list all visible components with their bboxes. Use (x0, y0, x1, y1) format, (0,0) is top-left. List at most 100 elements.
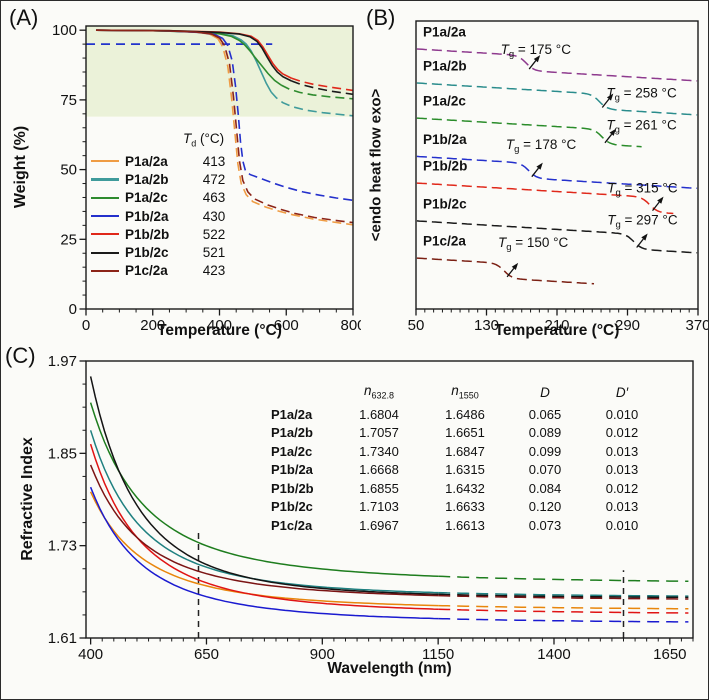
legend-item-P1c/2a: P1c/2a 423 (91, 262, 239, 280)
legend-swatch (91, 160, 119, 163)
x-tick-label: 900 (310, 646, 335, 663)
legend-label: P1b/2a (271, 462, 313, 478)
legend-label: P1a/2b (271, 425, 313, 441)
d-value: 0.084 (528, 480, 562, 496)
dprime-value: 0.012 (605, 480, 639, 496)
curve-P1a/2c-dashed (438, 575, 689, 583)
legend-item-P1a/2a: P1a/2a 413 (91, 152, 239, 170)
curve-P1c/2a (95, 29, 220, 39)
curve-P1c/2a (89, 464, 439, 597)
x-axis: 50 130 210 290 370 (408, 309, 709, 334)
curve-label-P1a/2c: P1a/2c (423, 94, 466, 109)
legend-swatch (91, 196, 119, 199)
panel-b-x-axis-title: Temperature (°C) (494, 322, 620, 339)
n1550-value: 1.6315 (445, 462, 485, 478)
curve-P1a/2b (416, 82, 698, 116)
legend-label: P1a/2c (125, 190, 168, 206)
x-tick-label: 1400 (537, 646, 570, 663)
legend-label: P1c/2a (125, 263, 168, 279)
x-axis: 0 200 400 600 800 (82, 309, 361, 334)
curve-P1b/2c (95, 29, 292, 82)
tg-annotation-P1a/2a: Tg = 175 °C (501, 42, 572, 60)
legend-td-value: 472 (202, 171, 226, 187)
panel-b-dsc: P1a/2a Tg = 175 °C P1a/2b Tg = 258 °C P1a/2c… (361, 1, 709, 341)
curve-label-P1a/2a: P1a/2a (423, 25, 466, 40)
curve-label-P1a/2b: P1a/2b (423, 59, 467, 74)
n632-value: 1.7340 (359, 443, 399, 459)
tg-arrowhead-P1a/2a (533, 55, 541, 63)
legend-label: P1a/2a (125, 153, 168, 169)
legend-td-value: 423 (202, 263, 226, 279)
curve-label-P1b/2c: P1b/2c (423, 196, 467, 211)
panel-a-tga: 0 200 400 600 800 0 25 50 75 100 (A) Weight (%) T… (1, 1, 361, 341)
panel-c-plot: 400 650 900 1150 1400 1650 1.61 1.73 1.85 1.97 (48, 353, 694, 663)
curve-P1b/2c (89, 376, 439, 596)
legend-header: Td (°C) (183, 131, 225, 149)
curve-P1a/2a-dashed (438, 604, 689, 610)
curve-P1a/2c (416, 117, 642, 148)
curve-P1c/2a-dashed (218, 37, 354, 224)
x-tick-label: 370 (685, 317, 709, 334)
x-tick-label: 50 (408, 317, 425, 334)
tg-annotation-P1a/2b: Tg = 258 °C (606, 85, 677, 103)
tg-annotation-P1b/2c: Tg = 297 °C (607, 213, 678, 231)
tg-arrowhead-P1a/2c (609, 128, 616, 136)
tg-annotation-P1c/2a: Tg = 150 °C (498, 235, 569, 253)
legend-item-P1a/2c: P1a/2c 463 (91, 189, 239, 207)
legend-swatch (91, 214, 119, 218)
curve-P1b/2c-dashed (438, 593, 689, 599)
n632-value: 1.7057 (359, 425, 399, 441)
dprime-value: 0.010 (605, 406, 639, 422)
x-tick-label: 800 (340, 317, 361, 334)
y-tick-label: 0 (69, 301, 77, 318)
legend-item-P1a/2b: P1a/2b 472 (91, 170, 239, 188)
table-row-P1a/2c: P1a/2c 1.7340 1.6847 0.099 0.013 (231, 442, 661, 461)
x-tick-label: 400 (78, 646, 103, 663)
x-tick-label: 290 (615, 317, 640, 334)
tg-arrowhead-P1b/2a (536, 162, 543, 170)
legend-label: P1a/2b (125, 171, 169, 187)
x-tick-label: 1150 (422, 646, 454, 663)
legend-td-value: 413 (202, 153, 226, 169)
legend-td-value: 522 (202, 226, 226, 242)
n1550-value: 1.6432 (445, 480, 485, 496)
legend-td-value: 521 (202, 245, 226, 261)
curve-P1b/2a (416, 155, 698, 190)
y-tick-label: 25 (60, 231, 77, 248)
table-row-P1b/2b: P1b/2b 1.6855 1.6432 0.084 0.012 (231, 479, 661, 498)
y-axis: 1.61 1.73 1.85 1.97 (48, 353, 86, 647)
table-row-P1a/2a: P1a/2a 1.6804 1.6486 0.065 0.010 (231, 405, 661, 424)
curve-P1c/2a (416, 257, 595, 285)
x-tick-label: 650 (194, 646, 219, 663)
n632-value: 1.7103 (359, 499, 399, 515)
table-header: D′ (615, 384, 629, 400)
legend-label: P1c/2a (271, 517, 313, 533)
y-axis: 0 25 50 75 100 (52, 22, 86, 318)
tg-arrow-P1a/2c (604, 133, 613, 144)
panel-c-refractive-index: 400 650 900 1150 1400 1650 1.61 1.73 1.85 1.97 (C… (1, 341, 708, 699)
table-header: n1550 (451, 383, 479, 401)
dprime-value: 0.013 (605, 499, 639, 515)
x-tick-label: 400 (207, 317, 232, 334)
table-row-P1b/2a: P1b/2a 1.6668 1.6315 0.070 0.013 (231, 461, 661, 480)
n632-value: 1.6804 (359, 406, 399, 422)
tg-arrow-P1a/2b (601, 98, 610, 108)
panel-b-y-axis-title: <endo heat flow exo> (367, 88, 385, 242)
curve-label-P1b/2a: P1b/2a (423, 132, 467, 147)
curve-P1b/2b (89, 443, 439, 610)
panel-b-plot: P1a/2a Tg = 175 °C P1a/2b Tg = 258 °C P1a/2c… (408, 20, 709, 334)
legend-item-P1b/2a: P1b/2a 430 (91, 207, 239, 225)
legend-item-P1b/2c: P1b/2c 521 (91, 243, 239, 261)
table-row-P1b/2c: P1b/2c 1.7103 1.6633 0.120 0.013 (231, 498, 661, 517)
d-value: 0.070 (528, 462, 562, 478)
legend-swatch (91, 178, 119, 181)
curve-label-P1b/2b: P1b/2b (423, 159, 467, 174)
y-tick-label: 1.97 (48, 353, 77, 370)
x-tick-label: 0 (82, 317, 90, 334)
table-row-P1c/2a: P1c/2a 1.6967 1.6613 0.073 0.010 (231, 516, 661, 535)
n1550-value: 1.6613 (445, 517, 485, 533)
curve-P1b/2c-dashed (291, 80, 354, 96)
tg-arrow-P1b/2a (531, 167, 539, 178)
legend-label: P1b/2c (125, 245, 169, 261)
curve-P1a/2b-dashed (438, 591, 689, 597)
